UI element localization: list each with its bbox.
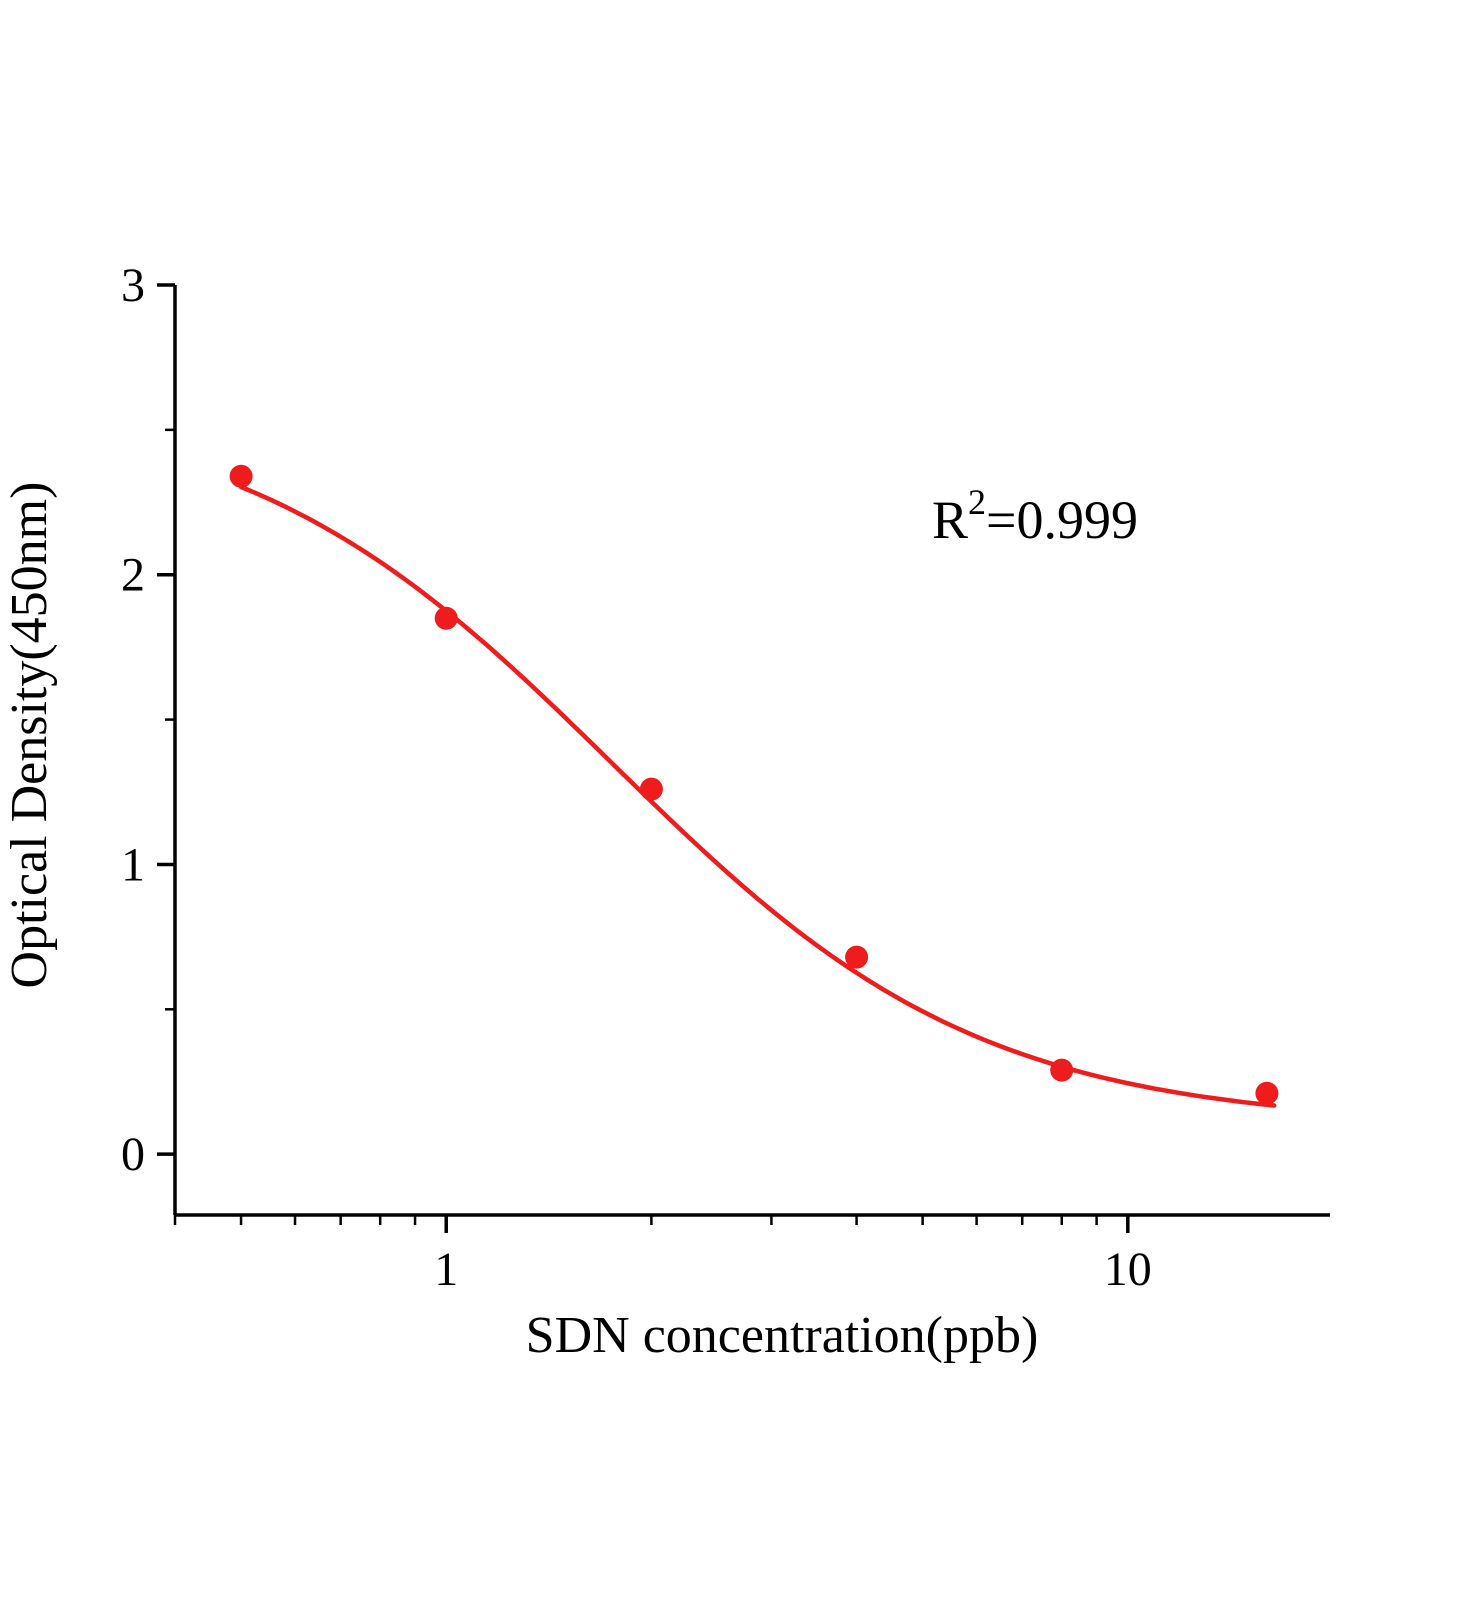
axes-layer: 0 1 2 3 1 10 [121, 259, 1330, 1296]
data-point [1255, 1081, 1279, 1105]
x-tick-label: 10 [1104, 1243, 1152, 1296]
y-axis-title: Optical Density(450nm) [1, 482, 58, 989]
r-squared-annotation: R2=0.999 [932, 482, 1138, 550]
data-point [845, 945, 869, 969]
data-point [229, 464, 253, 488]
y-tick-label: 0 [121, 1128, 145, 1181]
r-squared-value: =0.999 [986, 490, 1138, 550]
data-point [639, 777, 663, 801]
y-tick-label: 2 [121, 549, 145, 602]
data-point [1050, 1058, 1074, 1082]
r-squared-superscript: 2 [968, 482, 986, 522]
y-tick-label: 1 [121, 838, 145, 891]
data-point [434, 606, 458, 630]
x-tick-label: 1 [434, 1243, 458, 1296]
y-tick-label: 3 [121, 259, 145, 312]
fit-curve [238, 484, 1277, 1108]
r-squared-base: R [932, 490, 968, 550]
x-axis-title: SDN concentration(ppb) [526, 1307, 1039, 1364]
series-layer [229, 464, 1279, 1108]
